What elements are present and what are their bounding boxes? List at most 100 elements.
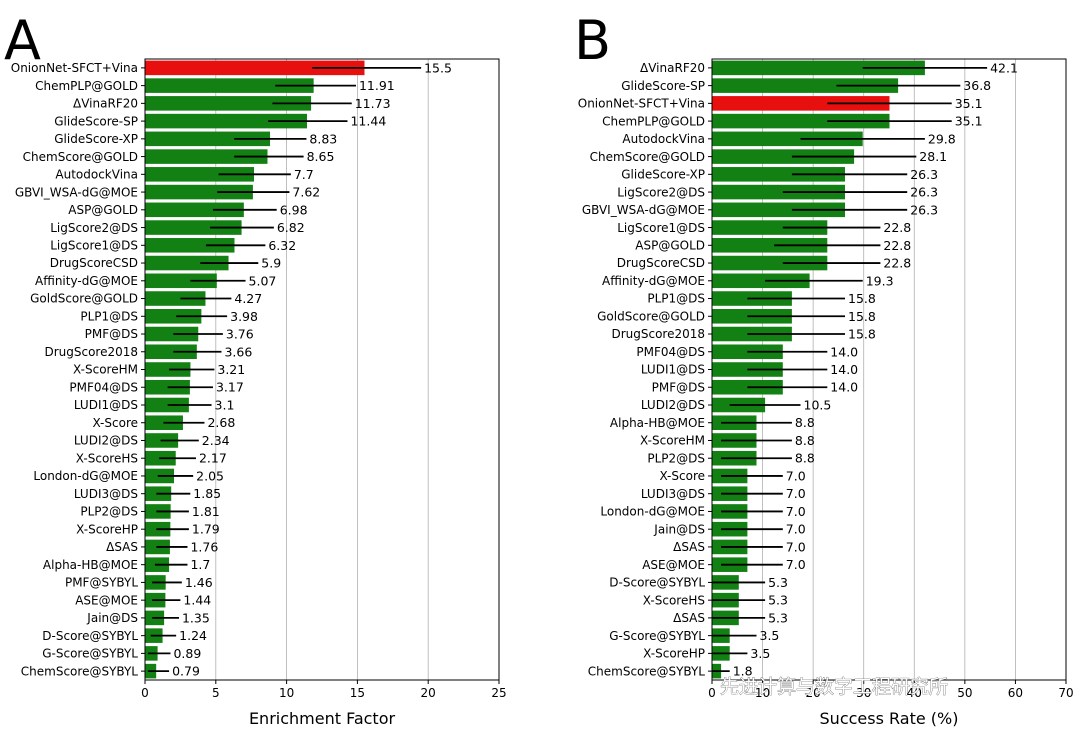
x-tick-label: 15 [350,686,365,700]
category-label: ChemScore@GOLD [590,150,705,164]
value-label: 14.0 [830,344,858,359]
value-label: 7.0 [786,486,806,501]
value-label: 8.65 [307,149,335,164]
value-label: 3.17 [216,380,244,395]
bar-glidescore-xp [712,167,846,182]
value-label: 3.76 [226,327,254,342]
value-label: 8.8 [795,415,815,430]
plot-frame [711,58,1067,681]
value-label: 7.0 [786,539,806,554]
value-label: 7.7 [294,167,314,182]
x-tick-label: 20 [806,686,821,700]
category-label: PMF04@DS [69,380,138,394]
bar-asp-gold [712,238,828,253]
bar-chemplp-gold [145,78,314,93]
value-label: 35.1 [955,96,983,111]
category-label: Alpha-HB@MOE [610,416,705,430]
category-label: ChemPLP@GOLD [35,79,138,93]
category-label: ASE@MOE [75,593,138,607]
panel-letter-b: B [574,9,611,72]
bar-ludi1-ds [145,397,189,413]
category-label: LigScore1@DS [617,221,705,235]
bar-drugscorecsd [145,255,229,271]
value-label: 26.3 [910,185,938,200]
category-label: X-ScoreHS [76,451,138,465]
category-label: PLP1@DS [80,309,138,323]
value-label: 1.46 [185,575,213,590]
bar-vinarf20 [712,60,925,76]
value-label: 8.8 [795,451,815,466]
bar-gbvi-wsa-dg-moe [145,184,253,200]
value-label: 3.21 [217,362,245,377]
value-label: 7.0 [786,504,806,519]
bar-drugscore2018 [145,344,197,360]
value-label: 22.8 [883,238,911,253]
panel-b-chart: B 0 10 20 30 40 50 60 70 42.1 ΔVinaRF20 36.8 GlideSc… [574,9,1074,728]
category-label: ΔVinaRF20 [640,61,705,75]
category-label: Alpha-HB@MOE [43,558,138,572]
x-tick-label: 20 [421,686,436,700]
bar-pmf04-ds [145,379,190,395]
category-label: Affinity-dG@MOE [602,274,705,288]
category-label: X-ScoreHM [73,363,138,377]
bar-chemscore-gold [145,149,268,164]
value-label: 3.66 [224,344,252,359]
value-label: 1.8 [733,664,753,679]
category-label: GBVI_WSA-dG@MOE [582,203,705,217]
value-label: 15.8 [848,291,876,306]
bar-autodockvina [145,167,255,182]
category-label: AutodockVina [622,132,705,146]
bar-glidescore-sp [145,113,307,129]
bar-goldscore-gold [145,291,206,306]
bar-plp1-ds [145,308,202,324]
x-tick-label: 0 [141,686,149,700]
category-label: LUDI3@DS [641,487,705,501]
category-label: ChemScore@GOLD [23,150,138,164]
value-label: 11.44 [350,114,386,129]
x-tick-label: 40 [907,686,922,700]
value-label: 8.8 [795,433,815,448]
bar-autodockvina [712,131,863,147]
bar-x-scorehm [145,362,191,377]
value-label: 35.1 [955,114,983,129]
value-label: 5.3 [768,575,788,590]
bar-chemplp-gold [712,113,890,129]
category-label: DrugScore2018 [611,327,705,341]
category-label: LUDI1@DS [641,363,705,377]
value-label: 11.91 [359,78,395,93]
value-label: 15.8 [848,327,876,342]
value-label: 15.8 [848,309,876,324]
category-label: X-ScoreHP [643,647,705,661]
watermark-text: 先进计算与数字工程研究所 [720,676,948,698]
category-label: GlideScore-XP [621,168,705,182]
category-label: PMF04@DS [636,345,705,359]
bar-affinity-dg-moe [712,273,810,289]
bar-onionnet-sfct-vina [712,96,890,111]
category-label: X-Score [659,469,705,483]
category-label: GBVI_WSA-dG@MOE [15,185,138,199]
x-tick-label: 25 [491,686,506,700]
value-label: 26.3 [910,167,938,182]
category-label: LigScore1@DS [50,239,138,253]
x-tick-label: 60 [1008,686,1023,700]
category-label: GlideScore-SP [54,114,138,128]
category-label: ChemScore@SYBYL [21,664,139,678]
value-label: 10.5 [804,397,832,412]
category-label: DrugScore2018 [44,345,138,359]
bar-glidescore-sp [712,78,899,93]
category-label: ΔVinaRF20 [73,97,138,111]
category-label: ΔSAS [673,540,705,554]
category-label: D-Score@SYBYL [609,576,705,590]
value-label: 4.27 [234,291,262,306]
value-label: 29.8 [928,131,956,146]
category-label: X-Score [92,416,138,430]
category-label: ASE@MOE [642,558,705,572]
panel-letter-a: A [4,9,41,72]
category-label: PMF@SYBYL [65,576,138,590]
value-label: 6.32 [268,238,296,253]
category-label: London-dG@MOE [33,469,138,483]
bar-ligscore1-ds [145,238,235,253]
category-label: D-Score@SYBYL [42,629,138,643]
value-label: 19.3 [866,273,894,288]
